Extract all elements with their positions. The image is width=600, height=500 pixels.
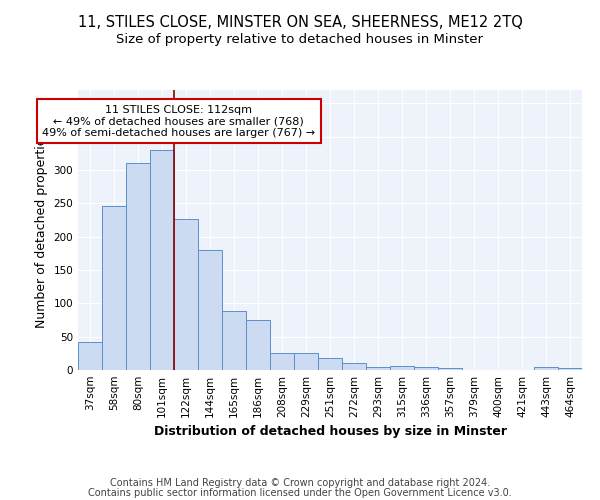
- Bar: [366, 366, 390, 370]
- Bar: [246, 320, 270, 370]
- Text: Contains public sector information licensed under the Open Government Licence v3: Contains public sector information licen…: [88, 488, 512, 498]
- Bar: [390, 366, 414, 370]
- Text: Size of property relative to detached houses in Minster: Size of property relative to detached ho…: [116, 32, 484, 46]
- Text: 11, STILES CLOSE, MINSTER ON SEA, SHEERNESS, ME12 2TQ: 11, STILES CLOSE, MINSTER ON SEA, SHEERN…: [77, 15, 523, 30]
- Bar: [534, 368, 558, 370]
- Bar: [198, 250, 222, 370]
- Bar: [270, 352, 294, 370]
- Bar: [150, 150, 174, 370]
- Bar: [294, 352, 318, 370]
- Text: 11 STILES CLOSE: 112sqm
← 49% of detached houses are smaller (768)
49% of semi-d: 11 STILES CLOSE: 112sqm ← 49% of detache…: [42, 104, 316, 138]
- Bar: [78, 342, 102, 370]
- Bar: [438, 368, 462, 370]
- X-axis label: Distribution of detached houses by size in Minster: Distribution of detached houses by size …: [154, 426, 506, 438]
- Bar: [222, 312, 246, 370]
- Bar: [126, 162, 150, 370]
- Y-axis label: Number of detached properties: Number of detached properties: [35, 132, 48, 328]
- Text: Contains HM Land Registry data © Crown copyright and database right 2024.: Contains HM Land Registry data © Crown c…: [110, 478, 490, 488]
- Bar: [414, 368, 438, 370]
- Bar: [174, 218, 198, 370]
- Bar: [342, 364, 366, 370]
- Bar: [102, 206, 126, 370]
- Bar: [318, 358, 342, 370]
- Bar: [558, 368, 582, 370]
